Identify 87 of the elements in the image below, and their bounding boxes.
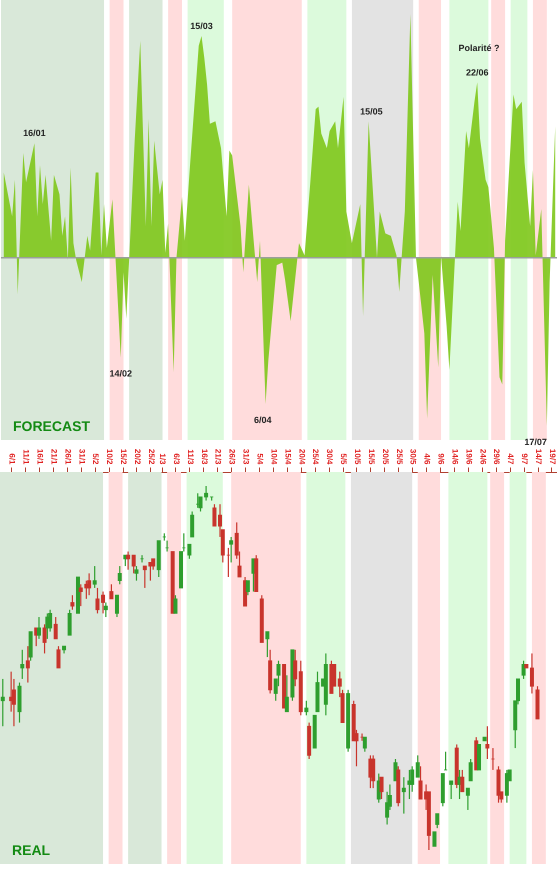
candlestick — [142, 565, 147, 589]
x-tick-label: 11/3 — [186, 449, 195, 466]
candlestick — [435, 813, 440, 829]
x-tick-label: 6/1 — [8, 453, 17, 466]
x-tick-label: 19/6 — [464, 448, 474, 466]
annotation: Polarité ? — [458, 43, 500, 53]
x-tick-label: 16/3 — [200, 448, 209, 466]
candlestick — [0, 678, 5, 727]
x-tick-label: 20/5 — [380, 448, 390, 466]
candlestick — [432, 831, 436, 847]
candlestick — [229, 536, 234, 564]
annotation: 15/03 — [190, 20, 213, 31]
x-tick-label: 14/6 — [450, 448, 460, 466]
x-tick-label: 10/4 — [269, 448, 278, 466]
candlestick — [56, 646, 60, 669]
x-tick-label: 26/1 — [63, 448, 72, 466]
text: REAL — [12, 842, 51, 858]
candlestick — [42, 624, 47, 654]
candlestick — [36, 616, 41, 640]
x-tick-label: 1/3 — [158, 453, 168, 466]
candlestick — [92, 565, 97, 589]
x-tick-label: 31/1 — [77, 448, 86, 466]
candlestick — [460, 769, 464, 792]
x-tick-label: 21/1 — [49, 448, 58, 466]
x-tick-label: 10/5 — [352, 448, 362, 466]
candlestick — [265, 631, 270, 658]
candlestick — [26, 646, 30, 684]
candlestick — [418, 766, 423, 800]
candlestick — [134, 565, 138, 582]
annotation: 14/02 — [109, 368, 132, 379]
x-tick-label: 5/5 — [339, 453, 348, 466]
x-tick-label: 16/1 — [35, 448, 44, 466]
x-tick-label: 19/7 — [548, 448, 557, 466]
x-tick-label: 21/3 — [214, 448, 223, 466]
candlestick — [362, 736, 367, 752]
x-tick-label: 24/6 — [478, 448, 488, 466]
x-tick-label: 25/4 — [311, 448, 320, 466]
x-tick-label: 5/2 — [91, 453, 100, 466]
candlestick — [54, 616, 58, 640]
x-tick-label: 31/3 — [242, 448, 251, 466]
candlestick — [304, 700, 308, 716]
candlestick — [78, 584, 83, 607]
candlestick — [468, 758, 473, 782]
x-tick-label: 9/6 — [436, 453, 446, 466]
x-tick-label: 15/4 — [283, 448, 292, 466]
candlestick — [68, 609, 72, 636]
x-tick-label: 11/1 — [22, 449, 31, 466]
x-tick-label: 4/7 — [506, 453, 516, 466]
candlestick — [87, 572, 92, 596]
candlestick — [402, 776, 406, 814]
candlestick — [20, 649, 24, 680]
x-tick-label: 10/2 — [105, 448, 114, 466]
annotation: 17/07 — [524, 437, 547, 447]
x-tick-label: 20/2 — [132, 448, 142, 466]
x-tick-label: 20/4 — [297, 448, 306, 466]
candlestick — [449, 780, 454, 800]
x-tick-label: 26/3 — [228, 448, 237, 466]
text: FORECAST — [13, 418, 90, 434]
x-tick-label: 14/7 — [534, 448, 544, 466]
x-tick-label: 30/5 — [408, 448, 418, 466]
annotation: 15/05 — [360, 106, 383, 116]
x-tick-label: 5/4 — [256, 453, 265, 466]
candlestick — [70, 594, 74, 610]
candlestick — [104, 602, 108, 618]
x-tick-label: 25/5 — [394, 448, 404, 466]
candlestick — [109, 584, 114, 600]
x-tick-label: 9/7 — [520, 453, 530, 466]
x-tick-label: 15/5 — [366, 448, 376, 466]
x-tick-label: 29/6 — [492, 448, 502, 466]
candlestick — [118, 565, 122, 585]
candlestick — [190, 510, 194, 538]
annotation: 16/01 — [23, 128, 46, 138]
candlestick — [416, 754, 420, 778]
x-tick-label: 4/6 — [422, 453, 432, 466]
x-tick-label: 6/3 — [172, 453, 181, 466]
candlestick — [246, 580, 250, 596]
x-tick-label: 30/4 — [325, 448, 334, 466]
candlestick — [485, 726, 490, 760]
candlestick — [466, 788, 470, 811]
annotation: 6/04 — [254, 415, 272, 426]
candlestick — [293, 649, 298, 687]
candlestick — [114, 594, 119, 618]
x-tick-label: 25/2 — [146, 448, 156, 466]
candlestick — [380, 776, 384, 800]
annotation: 22/06 — [466, 67, 488, 78]
x-tick-label: 15/2 — [119, 448, 128, 466]
candlestick — [371, 754, 376, 789]
